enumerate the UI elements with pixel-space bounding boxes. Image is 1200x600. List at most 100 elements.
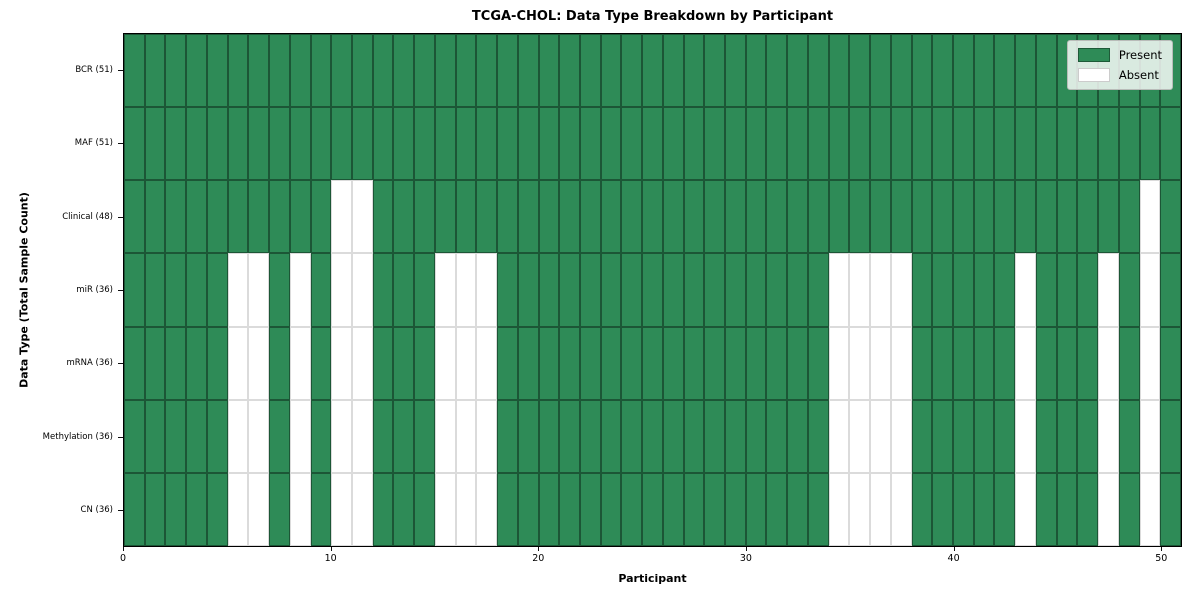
grid-cell bbox=[870, 180, 891, 254]
grid-cell bbox=[310, 107, 332, 181]
grid-cell bbox=[165, 34, 187, 108]
grid-cell bbox=[455, 472, 477, 546]
grid-cell bbox=[849, 326, 871, 400]
grid-cell bbox=[704, 399, 726, 473]
grid-cell bbox=[579, 326, 601, 400]
grid-cell bbox=[787, 399, 808, 473]
grid-cell bbox=[600, 326, 622, 400]
grid-cell bbox=[725, 34, 746, 108]
grid-cell bbox=[269, 107, 290, 181]
grid-cell bbox=[642, 326, 663, 400]
y-tick-label: MAF (51) bbox=[74, 138, 113, 149]
grid-cell bbox=[434, 399, 456, 473]
y-tick-label: Clinical (48) bbox=[62, 211, 113, 222]
grid-cell bbox=[248, 326, 270, 400]
grid-cell bbox=[1118, 107, 1140, 181]
grid-cell bbox=[683, 180, 705, 254]
grid-cell bbox=[849, 34, 871, 108]
grid-cell bbox=[683, 34, 705, 108]
y-tick-label: mRNA (36) bbox=[66, 358, 113, 369]
grid-cell bbox=[227, 399, 249, 473]
grid-cell bbox=[621, 472, 643, 546]
grid-cell bbox=[1077, 326, 1099, 400]
grid-cell bbox=[289, 326, 311, 400]
grid-cell bbox=[994, 180, 1016, 254]
grid-cell bbox=[787, 326, 808, 400]
grid-cell bbox=[455, 399, 477, 473]
grid-cell bbox=[351, 472, 373, 546]
grid-cell bbox=[600, 472, 622, 546]
grid-cell bbox=[351, 34, 373, 108]
grid-cell bbox=[1077, 107, 1099, 181]
grid-cell bbox=[807, 399, 829, 473]
grid-cell bbox=[1056, 180, 1078, 254]
grid-cell bbox=[144, 107, 166, 181]
grid-cell bbox=[683, 399, 705, 473]
grid-cell bbox=[621, 326, 643, 400]
grid-cell bbox=[1035, 107, 1057, 181]
grid-cell bbox=[476, 399, 498, 473]
grid-cell bbox=[662, 180, 684, 254]
y-tick-mark bbox=[118, 216, 123, 218]
grid-cell bbox=[331, 326, 352, 400]
grid-cell bbox=[476, 326, 498, 400]
grid-cell bbox=[269, 180, 290, 254]
grid-cell bbox=[683, 326, 705, 400]
grid-cell bbox=[621, 107, 643, 181]
grid-cell bbox=[186, 107, 207, 181]
grid-cell bbox=[662, 34, 684, 108]
grid-cell bbox=[165, 326, 187, 400]
grid-cell bbox=[1035, 253, 1057, 327]
grid-cell bbox=[1139, 472, 1161, 546]
grid-cell bbox=[766, 326, 788, 400]
y-tick-mark bbox=[118, 290, 123, 291]
grid-cell bbox=[497, 107, 518, 181]
grid-cell bbox=[994, 472, 1016, 546]
grid-cell bbox=[1035, 180, 1057, 254]
grid-cell bbox=[973, 472, 995, 546]
grid-cell bbox=[911, 253, 933, 327]
grid-cell bbox=[911, 180, 933, 254]
plot-area: Present Absent bbox=[123, 33, 1182, 547]
grid-cell bbox=[579, 399, 601, 473]
grid-cell bbox=[372, 34, 394, 108]
grid-cell bbox=[787, 107, 808, 181]
grid-cell bbox=[642, 253, 663, 327]
grid-cell bbox=[538, 180, 560, 254]
grid-cell bbox=[600, 180, 622, 254]
x-tick-label: 20 bbox=[532, 553, 545, 564]
grid-cell bbox=[787, 472, 808, 546]
grid-cell bbox=[351, 107, 373, 181]
grid-cell bbox=[186, 180, 207, 254]
y-tick-label: CN (36) bbox=[80, 505, 113, 516]
grid-cell bbox=[621, 180, 643, 254]
grid-cell bbox=[704, 472, 726, 546]
grid-cell bbox=[476, 472, 498, 546]
grid-cell bbox=[393, 399, 415, 473]
grid-cell bbox=[1118, 472, 1140, 546]
grid-cell bbox=[870, 326, 891, 400]
grid-cell bbox=[269, 399, 290, 473]
grid-cell bbox=[600, 34, 622, 108]
grid-cell bbox=[621, 253, 643, 327]
grid-cell bbox=[1098, 472, 1119, 546]
grid-cell bbox=[745, 472, 767, 546]
grid-cell bbox=[269, 472, 290, 546]
legend-item-absent: Absent bbox=[1077, 68, 1162, 82]
grid-cell bbox=[973, 107, 995, 181]
grid-cell bbox=[144, 180, 166, 254]
grid-cell bbox=[1015, 326, 1036, 400]
grid-cell bbox=[186, 472, 207, 546]
grid-cell bbox=[932, 180, 954, 254]
grid-cell bbox=[1118, 253, 1140, 327]
x-tick-label: 50 bbox=[1155, 553, 1168, 564]
grid-cell bbox=[227, 180, 249, 254]
grid-cell bbox=[497, 34, 518, 108]
grid-cell bbox=[766, 107, 788, 181]
grid-cell bbox=[269, 253, 290, 327]
grid-cell bbox=[849, 399, 871, 473]
grid-cell bbox=[289, 399, 311, 473]
grid-cell bbox=[1056, 472, 1078, 546]
grid-cell bbox=[890, 326, 912, 400]
grid-cell bbox=[455, 253, 477, 327]
